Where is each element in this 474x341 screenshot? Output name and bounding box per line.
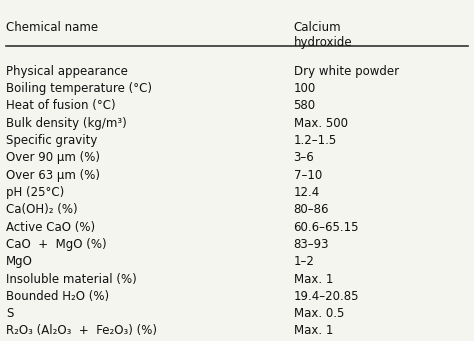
Text: Bounded H₂O (%): Bounded H₂O (%) [6,290,109,303]
Text: Specific gravity: Specific gravity [6,134,98,147]
Text: 3–6: 3–6 [293,151,314,164]
Text: Physical appearance: Physical appearance [6,65,128,78]
Text: Over 90 μm (%): Over 90 μm (%) [6,151,100,164]
Text: 19.4–20.85: 19.4–20.85 [293,290,359,303]
Text: pH (25°C): pH (25°C) [6,186,64,199]
Text: Calcium
hydroxide: Calcium hydroxide [293,21,352,49]
Text: Heat of fusion (°C): Heat of fusion (°C) [6,99,116,112]
Text: 100: 100 [293,82,316,95]
Text: MgO: MgO [6,255,33,268]
Text: Bulk density (kg/m³): Bulk density (kg/m³) [6,117,127,130]
Text: Boiling temperature (°C): Boiling temperature (°C) [6,82,152,95]
Text: 12.4: 12.4 [293,186,320,199]
Text: 7–10: 7–10 [293,168,322,182]
Text: 580: 580 [293,99,316,112]
Text: Active CaO (%): Active CaO (%) [6,221,95,234]
Text: R₂O₃ (Al₂O₃  +  Fe₂O₃) (%): R₂O₃ (Al₂O₃ + Fe₂O₃) (%) [6,325,157,338]
Text: Max. 0.5: Max. 0.5 [293,307,344,320]
Text: 80–86: 80–86 [293,203,329,216]
Text: Over 63 μm (%): Over 63 μm (%) [6,168,100,182]
Text: Ca(OH)₂ (%): Ca(OH)₂ (%) [6,203,78,216]
Text: S: S [6,307,13,320]
Text: Dry white powder: Dry white powder [293,65,399,78]
Text: Max. 1: Max. 1 [293,272,333,285]
Text: 1–2: 1–2 [293,255,314,268]
Text: 60.6–65.15: 60.6–65.15 [293,221,359,234]
Text: Insoluble material (%): Insoluble material (%) [6,272,137,285]
Text: 1.2–1.5: 1.2–1.5 [293,134,337,147]
Text: CaO  +  MgO (%): CaO + MgO (%) [6,238,107,251]
Text: Max. 500: Max. 500 [293,117,347,130]
Text: 83–93: 83–93 [293,238,329,251]
Text: Chemical name: Chemical name [6,21,98,34]
Text: Max. 1: Max. 1 [293,325,333,338]
